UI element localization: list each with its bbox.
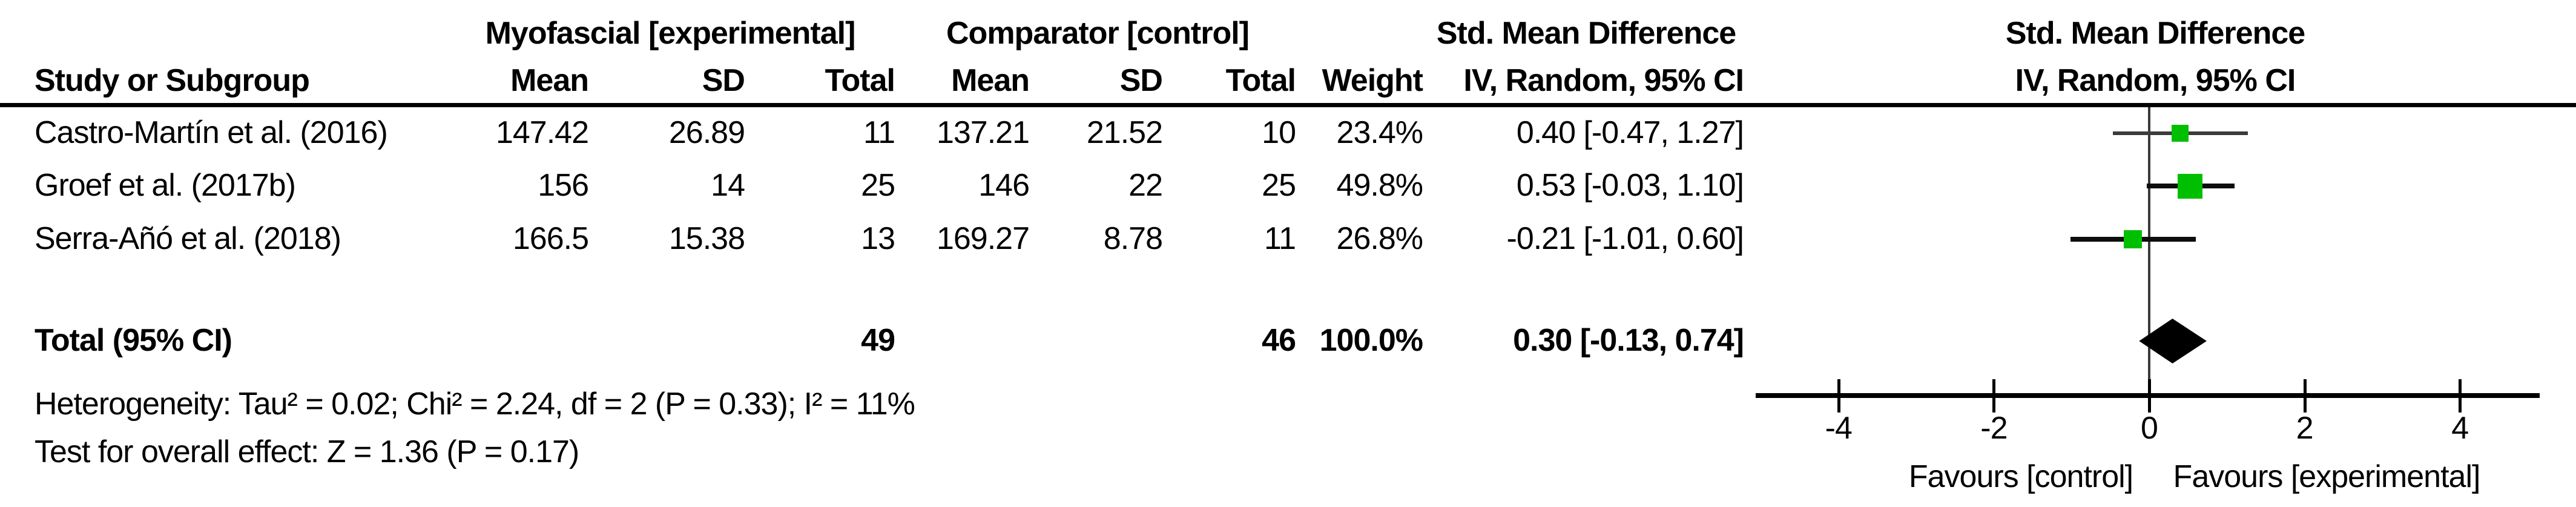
total-smd-ci-text: 0.30 [-0.13, 0.74] [1513,322,1744,358]
group-header-control: Comparator [control] [946,15,1250,51]
sd-exp: 15.38 [668,220,745,256]
total-exp: 25 [861,167,895,203]
study-weight-square [2124,230,2143,248]
smd-ci-text: 0.40 [-0.47, 1.27] [1516,114,1744,150]
axis-tick [2303,379,2307,413]
col-header-weight: Weight [1322,62,1423,98]
axis-tick [2148,379,2151,413]
weight: 49.8% [1336,167,1423,203]
col-header-mean-ctrl: Mean [951,62,1030,98]
group-header-smd: Std. Mean Difference [1436,15,1736,51]
col-header-total-exp: Total [825,62,895,98]
x-axis-line [1756,393,2540,398]
sd-ctrl: 8.78 [1103,220,1163,256]
axis-tick-label: 0 [2141,410,2158,446]
col-header-mean-exp: Mean [510,62,589,98]
heterogeneity-text: Heterogeneity: Tau² = 0.02; Chi² = 2.24,… [35,386,915,422]
study-weight-square [2178,173,2203,199]
axis-tick-label: 2 [2296,410,2314,446]
study-name: Groef et al. (2017b) [35,167,296,203]
mean-ctrl: 146 [978,167,1030,203]
col-header-ci: IV, Random, 95% CI [1463,62,1744,98]
study-weight-square [2172,125,2189,142]
mean-exp: 156 [538,167,589,203]
mean-exp: 166.5 [512,220,589,256]
smd-ci-text: -0.21 [-1.01, 0.60] [1506,220,1744,256]
smd-ci-text: 0.53 [-0.03, 1.10] [1516,167,1744,203]
header-divider-line [0,103,2576,107]
total-n-ctrl: 46 [1262,322,1296,358]
sd-exp: 14 [711,167,745,203]
total-ctrl: 11 [1264,220,1296,256]
axis-tick [1837,379,1840,413]
total-ctrl: 25 [1262,167,1296,203]
col-header-sd-ctrl: SD [1119,62,1163,98]
mean-ctrl: 169.27 [936,220,1030,256]
col-header-sd-exp: SD [702,62,745,98]
weight: 26.8% [1336,220,1423,256]
zero-reference-line [2148,107,2150,396]
study-name: Castro-Martín et al. (2016) [35,114,388,150]
axis-tick [1992,379,1996,413]
axis-tick-label: -4 [1825,410,1853,446]
axis-tick-label: 4 [2451,410,2469,446]
mean-exp: 147.42 [495,114,589,150]
mean-ctrl: 137.21 [936,114,1030,150]
col-header-study: Study or Subgroup [35,62,310,98]
overall-effect-text: Test for overall effect: Z = 1.36 (P = 0… [35,434,579,469]
plot-header-method: IV, Random, 95% CI [2015,62,2296,98]
col-header-total-ctrl: Total [1225,62,1296,98]
sd-ctrl: 22 [1128,167,1163,203]
axis-tick [2459,379,2462,413]
total-label: Total (95% CI) [35,322,232,358]
plot-header-smd: Std. Mean Difference [2005,15,2305,51]
total-ctrl: 10 [1262,114,1296,150]
sd-exp: 26.89 [668,114,745,150]
total-n-exp: 49 [861,322,895,358]
weight: 23.4% [1336,114,1423,150]
group-header-experimental: Myofascial [experimental] [485,15,856,51]
total-exp: 13 [861,220,895,256]
favours-control-label: Favours [control] [1908,459,2133,494]
sd-ctrl: 21.52 [1086,114,1163,150]
favours-experimental-label: Favours [experimental] [2173,459,2481,494]
axis-tick-label: -2 [1980,410,2008,446]
total-weight: 100.0% [1319,322,1423,358]
total-exp: 11 [863,114,895,150]
study-name: Serra-Añó et al. (2018) [35,220,341,256]
